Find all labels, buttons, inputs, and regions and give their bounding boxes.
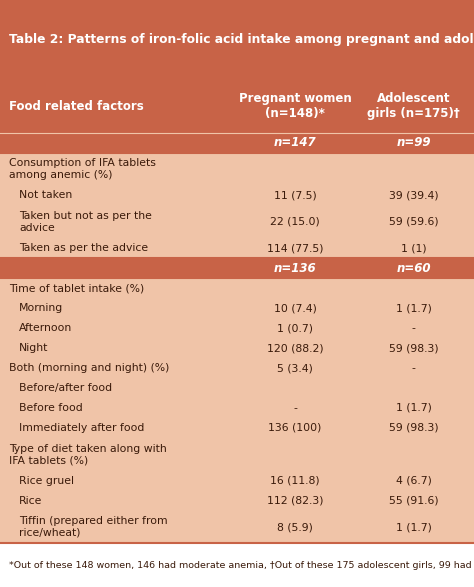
Bar: [0, 544, 474, 587]
Text: Afternoon: Afternoon: [19, 323, 72, 333]
Bar: [0, 438, 474, 471]
Text: 1 (1.7): 1 (1.7): [396, 403, 431, 413]
Text: 1 (0.7): 1 (0.7): [277, 323, 313, 333]
Bar: [0, 491, 474, 511]
Text: -: -: [293, 403, 297, 413]
Text: 59 (98.3): 59 (98.3): [389, 343, 438, 353]
Bar: [0, 278, 474, 298]
Text: 4 (6.7): 4 (6.7): [396, 475, 431, 485]
Text: 16 (11.8): 16 (11.8): [270, 475, 320, 485]
Bar: [0, 80, 474, 133]
Text: 114 (77.5): 114 (77.5): [267, 243, 323, 253]
Text: 10 (7.4): 10 (7.4): [273, 303, 317, 313]
Bar: [0, 338, 474, 358]
Text: 11 (7.5): 11 (7.5): [273, 190, 317, 200]
Text: 39 (39.4): 39 (39.4): [389, 190, 438, 200]
Bar: [0, 298, 474, 318]
Text: Pregnant women
(n=148)*: Pregnant women (n=148)*: [239, 92, 351, 120]
Text: 59 (59.6): 59 (59.6): [389, 217, 438, 227]
Text: n=99: n=99: [396, 136, 431, 149]
Bar: [0, 471, 474, 491]
Text: n=136: n=136: [274, 262, 316, 275]
Text: Both (morning and night) (%): Both (morning and night) (%): [9, 363, 170, 373]
Text: 136 (100): 136 (100): [268, 423, 322, 433]
Bar: [0, 133, 474, 153]
Bar: [0, 185, 474, 205]
Bar: [0, 418, 474, 438]
Bar: [0, 258, 474, 278]
Text: 1 (1): 1 (1): [401, 243, 427, 253]
Text: 55 (91.6): 55 (91.6): [389, 495, 438, 505]
Text: Rice gruel: Rice gruel: [19, 475, 74, 485]
Text: Immediately after food: Immediately after food: [19, 423, 145, 433]
Text: -: -: [411, 363, 416, 373]
Text: Taken but not as per the
advice: Taken but not as per the advice: [19, 211, 152, 232]
Bar: [0, 205, 474, 238]
Text: Food related factors: Food related factors: [9, 100, 144, 113]
Bar: [0, 318, 474, 338]
Text: 8 (5.9): 8 (5.9): [277, 522, 313, 532]
Bar: [0, 0, 474, 80]
Text: Consumption of IFA tablets
among anemic (%): Consumption of IFA tablets among anemic …: [9, 158, 156, 180]
Bar: [0, 153, 474, 185]
Text: 120 (88.2): 120 (88.2): [267, 343, 323, 353]
Text: Not taken: Not taken: [19, 190, 72, 200]
Text: Before/after food: Before/after food: [19, 383, 112, 393]
Bar: [0, 398, 474, 418]
Text: Night: Night: [19, 343, 48, 353]
Text: Type of diet taken along with
IFA tablets (%): Type of diet taken along with IFA tablet…: [9, 444, 167, 465]
Text: n=147: n=147: [274, 136, 316, 149]
Text: Tiffin (prepared either from
rice/wheat): Tiffin (prepared either from rice/wheat): [19, 516, 168, 538]
Text: Before food: Before food: [19, 403, 82, 413]
Text: 59 (98.3): 59 (98.3): [389, 423, 438, 433]
Text: Adolescent
girls (n=175)†: Adolescent girls (n=175)†: [367, 92, 460, 120]
Bar: [0, 378, 474, 398]
Text: Time of tablet intake (%): Time of tablet intake (%): [9, 283, 145, 293]
Bar: [0, 238, 474, 258]
Text: -: -: [411, 323, 416, 333]
Text: 22 (15.0): 22 (15.0): [270, 217, 320, 227]
Text: 112 (82.3): 112 (82.3): [267, 495, 323, 505]
Bar: [0, 511, 474, 544]
Text: 1 (1.7): 1 (1.7): [396, 522, 431, 532]
Text: Table 2: Patterns of iron-folic acid intake among pregnant and adolescent girls : Table 2: Patterns of iron-folic acid int…: [9, 33, 474, 46]
Text: 1 (1.7): 1 (1.7): [396, 303, 431, 313]
Text: *Out of these 148 women, 146 had moderate anemia, †Out of these 175 adolescent g: *Out of these 148 women, 146 had moderat…: [9, 561, 474, 570]
Text: 5 (3.4): 5 (3.4): [277, 363, 313, 373]
Text: Taken as per the advice: Taken as per the advice: [19, 243, 148, 253]
Bar: [0, 358, 474, 378]
Text: Morning: Morning: [19, 303, 63, 313]
Text: n=60: n=60: [396, 262, 431, 275]
Text: Rice: Rice: [19, 495, 42, 505]
